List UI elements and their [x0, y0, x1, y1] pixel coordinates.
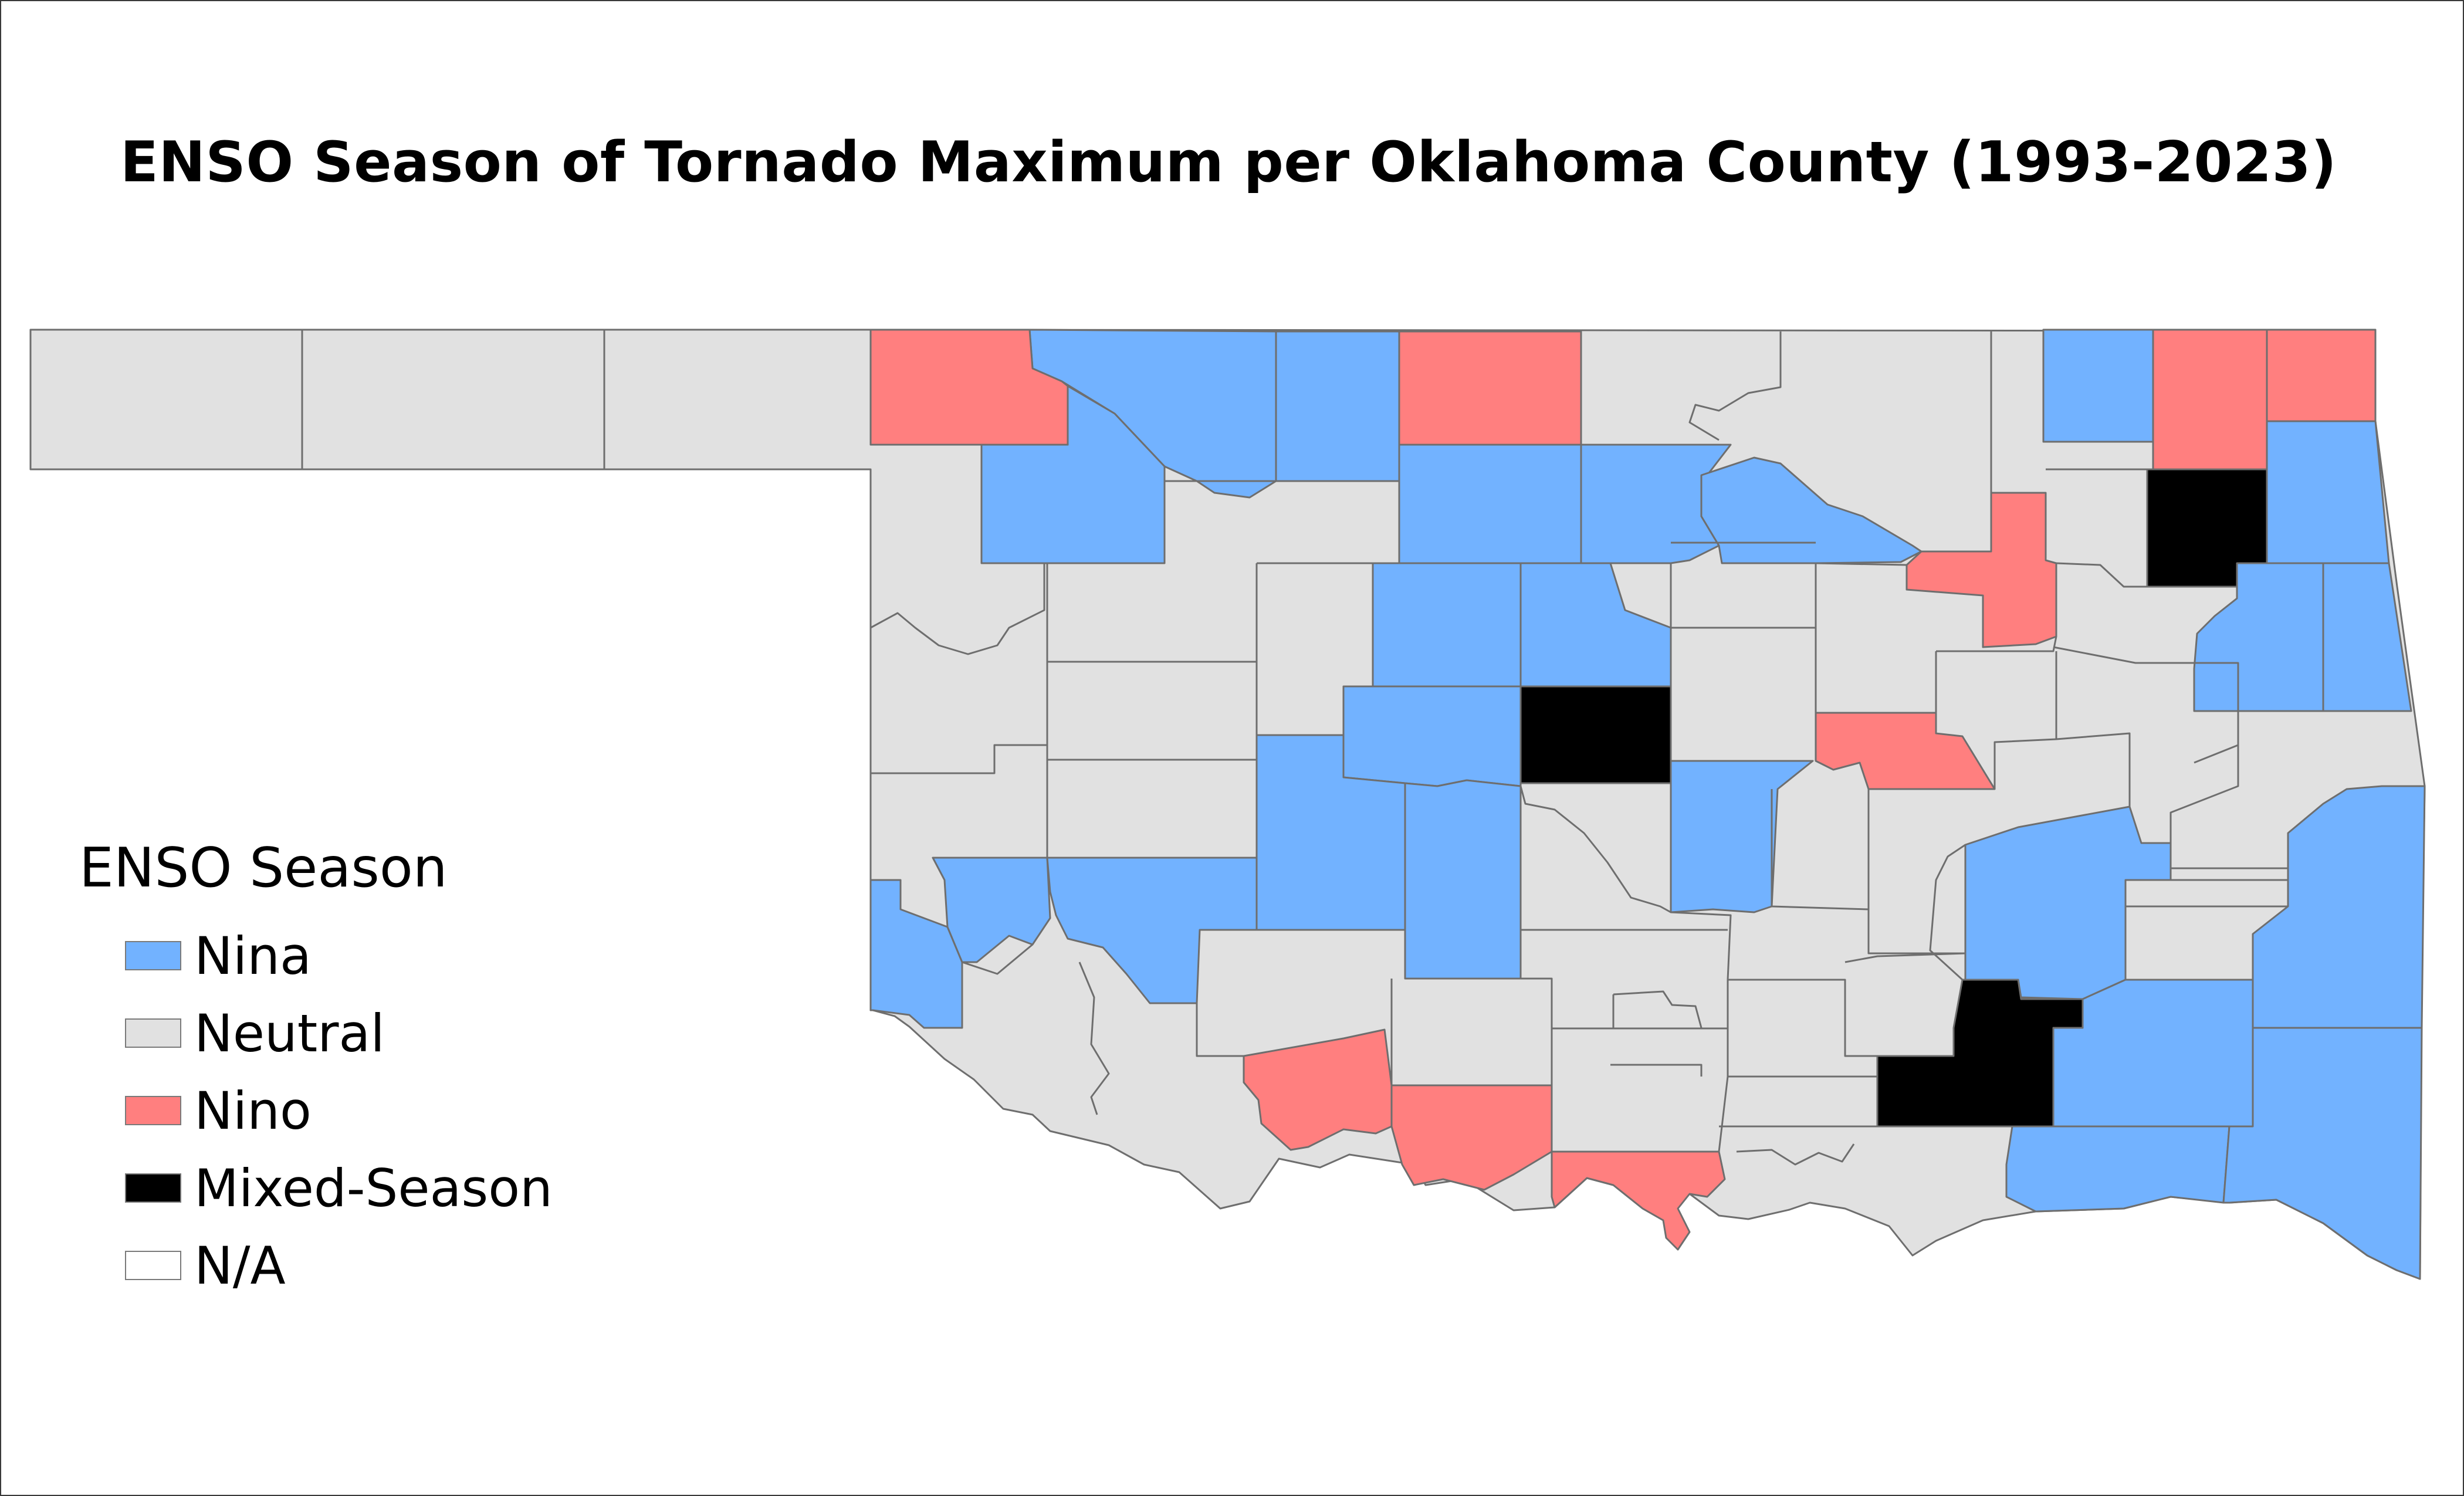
legend-label-nina: Nina	[194, 925, 312, 986]
county-nina	[1275, 330, 1400, 482]
county-mixed	[1876, 979, 2084, 1128]
county-nina	[1342, 685, 1522, 787]
county-nina	[2005, 1125, 2231, 1213]
legend-item-neutral: Neutral	[125, 994, 553, 1072]
county-nina	[2322, 562, 2412, 712]
county-nina	[2252, 785, 2426, 1029]
legend-item-nino: Nino	[125, 1072, 553, 1149]
legend-label-nino: Nino	[194, 1080, 312, 1141]
county-nina	[2266, 420, 2390, 564]
legend-label-na: N/A	[194, 1235, 286, 1296]
county-nino	[1551, 1150, 1726, 1251]
legend-swatch-neutral	[125, 1018, 181, 1048]
county-nino	[2152, 329, 2268, 471]
county-nina	[932, 857, 1051, 963]
legend-swatch-nino	[125, 1096, 181, 1125]
county-nino	[1815, 712, 1996, 790]
county-nina	[1398, 444, 1582, 564]
county-nino	[869, 329, 1069, 446]
county-nino	[1398, 330, 1582, 446]
legend-item-mixed: Mixed-Season	[125, 1149, 553, 1227]
county-nina	[1046, 857, 1258, 1004]
county-mixed	[1519, 685, 1672, 784]
legend-title: ENSO Season	[79, 836, 448, 899]
legend-label-mixed: Mixed-Season	[194, 1157, 553, 1219]
legend: ENSO Season Nina Neutral Nino Mixed-Seas…	[79, 836, 553, 1304]
county-nino	[1243, 1028, 1393, 1151]
county-nina	[869, 879, 963, 1029]
county-nina	[1372, 562, 1522, 688]
county-nino	[1390, 1084, 1553, 1191]
county-nina	[1404, 779, 1522, 980]
legend-swatch-nina	[125, 941, 181, 970]
legend-label-neutral: Neutral	[194, 1003, 385, 1064]
county-nina	[2042, 329, 2154, 443]
legend-item-nina: Nina	[125, 917, 553, 994]
legend-swatch-mixed	[125, 1173, 181, 1203]
county-nina	[1700, 456, 1923, 564]
legend-item-na: N/A	[125, 1227, 553, 1304]
legend-swatch-na	[125, 1251, 181, 1280]
county-nino	[1905, 492, 2057, 648]
county-nina	[2222, 1027, 2423, 1280]
county-lines	[870, 331, 2288, 1166]
map-title: ENSO Season of Tornado Maximum per Oklah…	[120, 130, 2337, 195]
county-nino	[2266, 329, 2377, 422]
